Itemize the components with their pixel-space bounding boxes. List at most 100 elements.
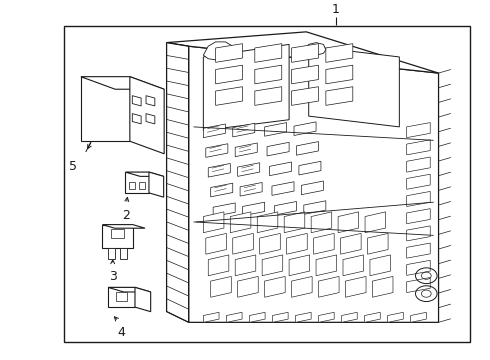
Polygon shape [64,27,470,342]
Polygon shape [146,114,155,124]
Polygon shape [203,212,224,233]
Polygon shape [208,255,229,276]
Polygon shape [326,87,353,105]
Polygon shape [108,287,151,292]
Polygon shape [342,312,357,322]
Polygon shape [130,77,164,154]
Polygon shape [272,182,294,195]
Polygon shape [81,77,164,89]
Polygon shape [345,276,366,297]
Polygon shape [167,42,189,322]
Polygon shape [203,124,225,138]
Text: 1: 1 [332,4,340,17]
Polygon shape [304,42,326,55]
Polygon shape [102,225,133,248]
Polygon shape [189,46,439,322]
Polygon shape [304,201,326,215]
Polygon shape [295,312,311,322]
Polygon shape [287,233,307,254]
Polygon shape [260,233,280,254]
Polygon shape [314,233,334,254]
Polygon shape [370,255,391,276]
Polygon shape [301,181,323,195]
Polygon shape [407,226,430,241]
Polygon shape [149,172,164,197]
Polygon shape [125,172,149,193]
Polygon shape [203,312,219,322]
Polygon shape [139,182,145,189]
Text: 3: 3 [109,270,117,283]
Polygon shape [120,248,127,259]
Polygon shape [206,233,226,254]
Polygon shape [309,46,399,127]
Polygon shape [341,233,361,254]
Polygon shape [407,278,430,293]
Polygon shape [365,312,380,322]
Polygon shape [411,312,426,322]
Polygon shape [316,255,337,276]
Polygon shape [292,65,319,84]
Polygon shape [255,44,282,62]
Polygon shape [265,122,287,136]
Polygon shape [365,212,386,233]
Polygon shape [243,202,265,216]
Polygon shape [270,162,292,176]
Polygon shape [211,276,231,297]
Polygon shape [230,212,251,233]
Polygon shape [249,312,265,322]
Polygon shape [267,142,289,156]
Polygon shape [326,44,353,62]
Polygon shape [208,163,230,177]
Polygon shape [284,212,305,233]
Polygon shape [111,229,124,238]
Polygon shape [388,312,403,322]
Polygon shape [292,44,319,62]
Polygon shape [238,276,258,297]
Polygon shape [108,248,115,259]
Polygon shape [299,161,321,175]
Polygon shape [292,87,319,105]
Polygon shape [216,44,243,62]
Polygon shape [233,123,255,137]
Polygon shape [274,202,296,215]
Polygon shape [235,143,257,157]
Polygon shape [235,255,256,276]
Polygon shape [216,65,243,84]
Polygon shape [255,87,282,105]
Polygon shape [146,96,155,106]
Text: 2: 2 [122,210,130,222]
Polygon shape [326,65,353,84]
Polygon shape [203,44,289,130]
Polygon shape [132,114,141,124]
Polygon shape [238,163,260,176]
Polygon shape [233,233,253,254]
Polygon shape [116,292,127,301]
Polygon shape [265,276,285,297]
Polygon shape [318,312,334,322]
Polygon shape [81,77,130,141]
Text: 4: 4 [118,326,125,339]
Polygon shape [311,212,332,233]
Polygon shape [292,276,312,297]
Polygon shape [132,96,141,106]
Polygon shape [343,255,364,276]
Polygon shape [372,276,393,297]
Polygon shape [272,312,288,322]
Polygon shape [213,203,235,217]
Polygon shape [257,212,278,233]
Polygon shape [318,276,339,297]
Polygon shape [289,255,310,276]
Polygon shape [206,144,228,157]
Text: 5: 5 [70,160,77,173]
Polygon shape [296,141,318,155]
Polygon shape [167,32,439,73]
Polygon shape [294,122,316,135]
Polygon shape [108,287,135,307]
Polygon shape [216,87,243,105]
Polygon shape [338,212,359,233]
Polygon shape [407,157,430,172]
Polygon shape [135,287,151,312]
Polygon shape [102,225,145,228]
Polygon shape [407,122,430,138]
Polygon shape [368,233,388,254]
